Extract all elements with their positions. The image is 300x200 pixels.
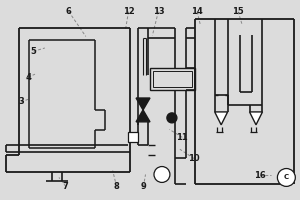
Text: C: C bbox=[284, 174, 289, 180]
Text: 6: 6 bbox=[66, 7, 72, 16]
Text: 4: 4 bbox=[25, 73, 31, 82]
Polygon shape bbox=[250, 112, 262, 125]
Text: 13: 13 bbox=[152, 7, 164, 16]
Text: 9: 9 bbox=[141, 182, 146, 191]
Polygon shape bbox=[136, 98, 150, 110]
Text: 12: 12 bbox=[123, 7, 134, 16]
Text: 15: 15 bbox=[232, 7, 244, 16]
Circle shape bbox=[167, 113, 177, 123]
Text: 8: 8 bbox=[114, 182, 119, 191]
Polygon shape bbox=[215, 112, 228, 125]
Circle shape bbox=[154, 167, 170, 182]
Text: 5: 5 bbox=[31, 47, 37, 56]
Polygon shape bbox=[136, 110, 150, 122]
Text: 14: 14 bbox=[191, 7, 203, 16]
Bar bbox=[150, 68, 195, 90]
Bar bbox=[128, 132, 138, 142]
Text: 10: 10 bbox=[188, 154, 200, 163]
Text: 3: 3 bbox=[18, 97, 24, 106]
Text: 11: 11 bbox=[176, 133, 188, 142]
Bar bbox=[153, 71, 192, 87]
Text: 16: 16 bbox=[254, 171, 266, 180]
Circle shape bbox=[278, 169, 295, 186]
Text: 7: 7 bbox=[63, 182, 69, 191]
